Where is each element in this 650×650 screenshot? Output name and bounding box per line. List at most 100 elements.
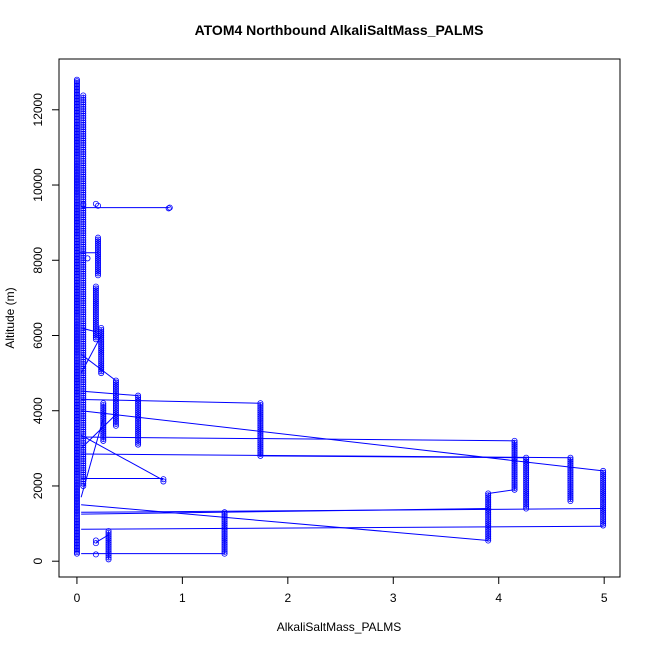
data-point xyxy=(105,556,112,563)
data-point xyxy=(485,503,492,510)
data-point xyxy=(80,415,87,422)
data-point xyxy=(73,168,80,175)
data-point xyxy=(92,296,99,303)
data-point xyxy=(567,475,574,482)
data-point xyxy=(98,368,105,375)
data-point xyxy=(73,144,80,151)
data-point xyxy=(73,528,80,535)
data-point xyxy=(73,117,80,124)
data-point xyxy=(73,176,80,183)
data-point xyxy=(105,546,112,553)
x-tick-label: 5 xyxy=(601,591,608,605)
data-point xyxy=(221,548,228,555)
data-point xyxy=(73,194,80,201)
data-point xyxy=(73,543,80,550)
data-point xyxy=(73,355,80,362)
data-point xyxy=(73,99,80,106)
data-point xyxy=(221,537,228,544)
data-point xyxy=(257,452,264,459)
data-point xyxy=(100,437,107,444)
data-point xyxy=(105,543,112,550)
data-point xyxy=(73,300,80,307)
data-point xyxy=(100,411,107,418)
data-point xyxy=(92,317,99,324)
data-point xyxy=(73,201,80,208)
data-point xyxy=(73,511,80,518)
data-point xyxy=(80,293,87,300)
data-point xyxy=(73,198,80,205)
data-point xyxy=(80,245,87,252)
data-point xyxy=(95,266,102,273)
data-point xyxy=(92,313,99,320)
data-point xyxy=(100,426,107,433)
data-point xyxy=(73,293,80,300)
data-point xyxy=(73,519,80,526)
data-point xyxy=(112,407,119,414)
data-point xyxy=(135,402,142,409)
y-tick-label: 10000 xyxy=(31,168,45,202)
data-point xyxy=(80,426,87,433)
data-point xyxy=(511,479,518,486)
data-point xyxy=(73,326,80,333)
data-point xyxy=(80,356,87,363)
data-point xyxy=(73,145,80,152)
data-point xyxy=(95,202,102,209)
data-point xyxy=(80,279,87,286)
data-point xyxy=(73,389,80,396)
data-point xyxy=(80,99,87,106)
data-point xyxy=(73,401,80,408)
data-point xyxy=(80,103,87,110)
data-point xyxy=(73,501,80,508)
data-point xyxy=(112,400,119,407)
data-point xyxy=(73,239,80,246)
data-point xyxy=(73,284,80,291)
data-point xyxy=(100,434,107,441)
data-point xyxy=(73,169,80,176)
data-point xyxy=(80,291,87,298)
data-point xyxy=(92,323,99,330)
data-point xyxy=(73,228,80,235)
data-point xyxy=(257,430,264,437)
data-point xyxy=(600,509,607,516)
data-point xyxy=(73,240,80,247)
y-tick-label: 4000 xyxy=(31,397,45,424)
data-point xyxy=(511,443,518,450)
data-point xyxy=(135,441,142,448)
data-point xyxy=(73,79,80,86)
connector-line xyxy=(81,525,604,530)
data-point xyxy=(485,535,492,542)
data-point xyxy=(73,87,80,94)
data-point xyxy=(73,123,80,130)
data-point xyxy=(221,550,228,557)
x-tick-label: 0 xyxy=(74,591,81,605)
data-point xyxy=(523,462,530,469)
data-point xyxy=(73,448,80,455)
data-point xyxy=(523,494,530,501)
data-point xyxy=(73,171,80,178)
data-point xyxy=(80,471,87,478)
data-point xyxy=(221,529,228,536)
data-point xyxy=(73,288,80,295)
connector-line xyxy=(81,436,515,442)
data-point xyxy=(73,321,80,328)
data-point xyxy=(523,490,530,497)
data-point xyxy=(80,376,87,383)
data-point xyxy=(73,422,80,429)
data-point xyxy=(73,112,80,119)
data-point xyxy=(567,456,574,463)
data-point xyxy=(98,324,105,331)
data-point xyxy=(257,402,264,409)
data-point xyxy=(98,334,105,341)
data-point xyxy=(73,479,80,486)
data-point xyxy=(73,358,80,365)
data-point xyxy=(80,139,87,146)
data-point xyxy=(73,212,80,219)
connector-line xyxy=(488,489,515,494)
data-point xyxy=(73,213,80,220)
data-point xyxy=(73,330,80,337)
data-point xyxy=(73,421,80,428)
data-point xyxy=(80,144,87,151)
data-point xyxy=(98,338,105,345)
data-point xyxy=(95,247,102,254)
data-point xyxy=(80,92,87,99)
